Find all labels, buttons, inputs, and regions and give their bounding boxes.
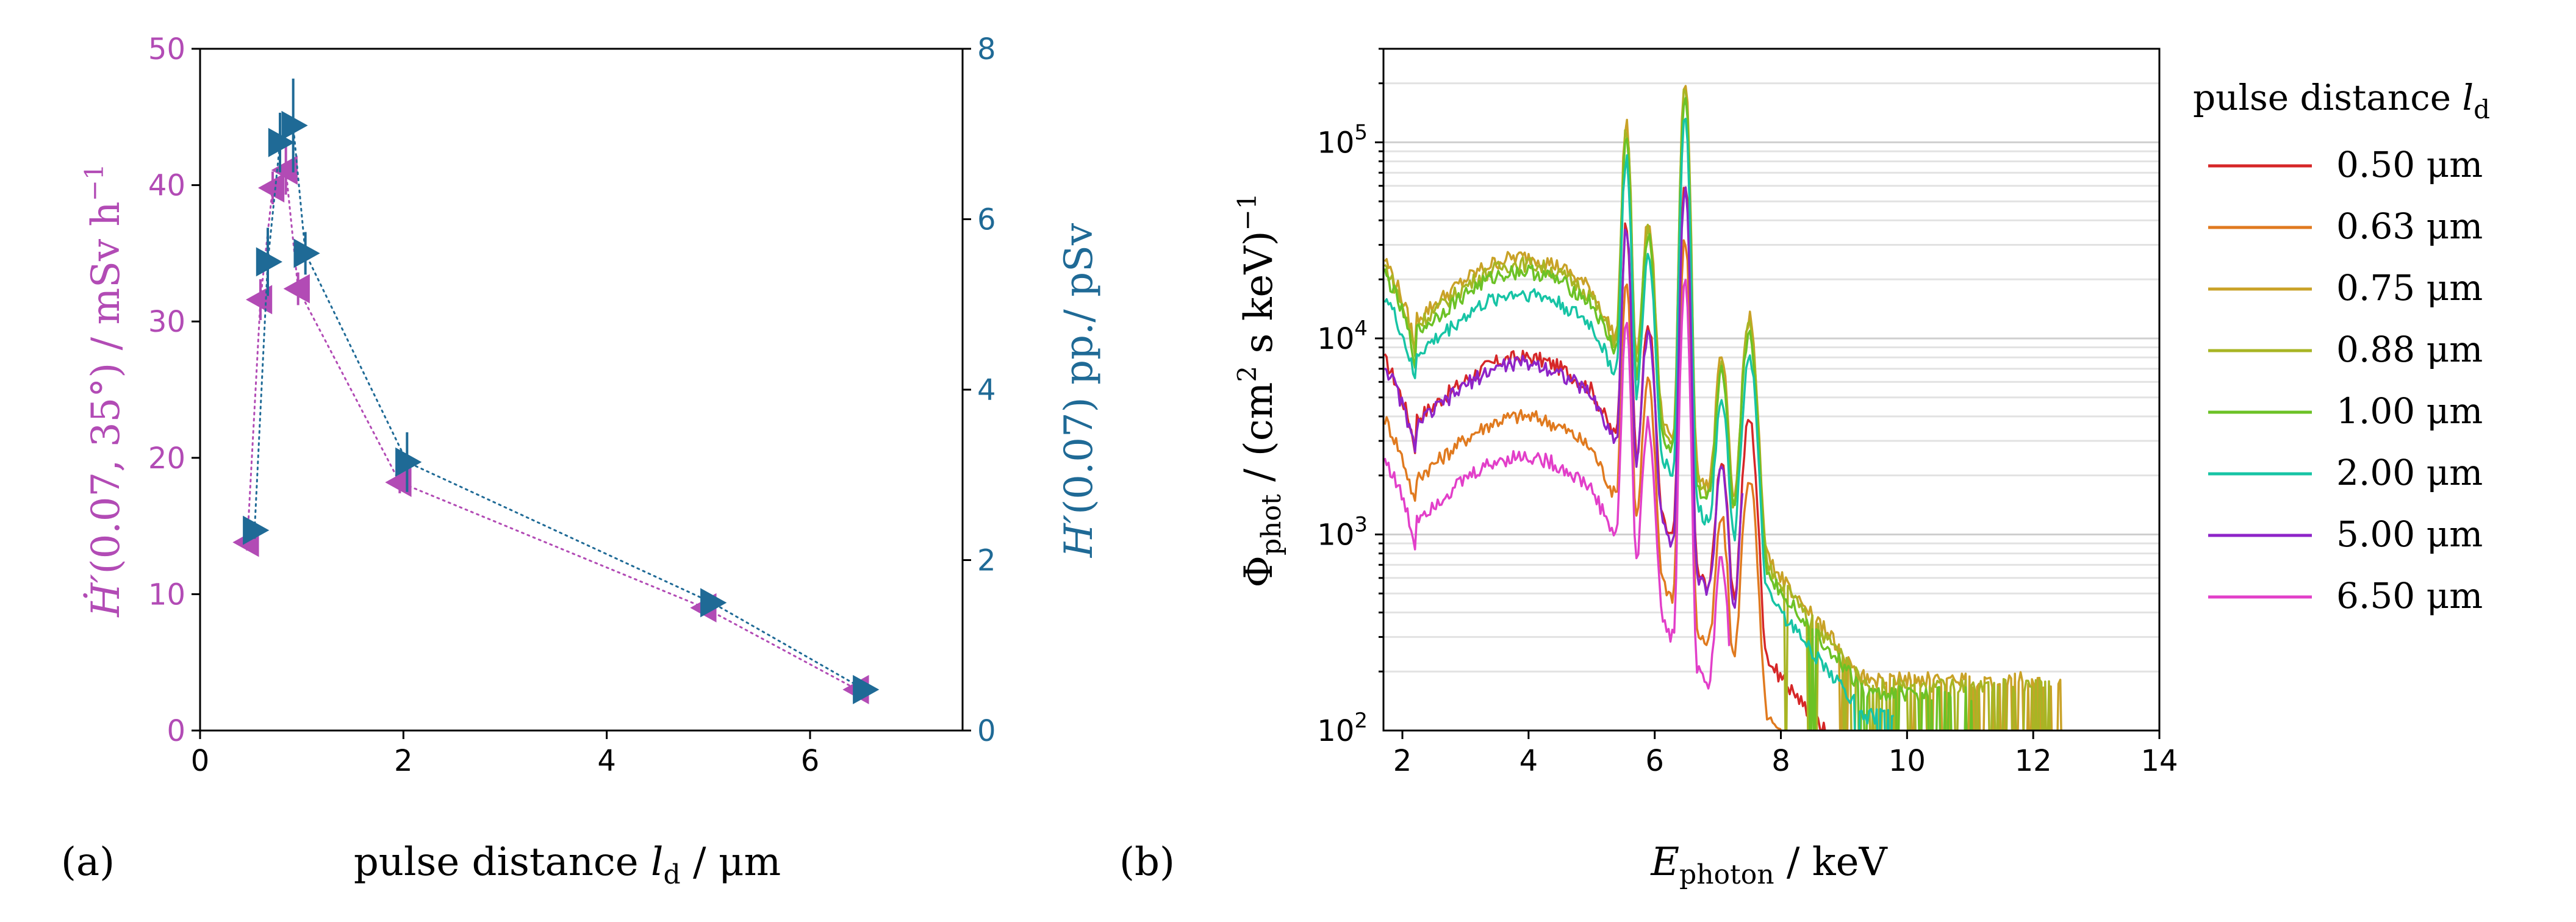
panel-b-y-ticks: 102 103 104 105 — [1317, 48, 1383, 748]
legend-label: 6.50 μm — [2336, 575, 2483, 616]
panel-a-right-tick-label: 0 — [977, 714, 996, 748]
panel-b-series-line — [1383, 118, 1894, 731]
panel-b-y-tick-label: 103 — [1317, 512, 1368, 552]
panel-a-series — [232, 78, 880, 704]
legend-title: pulse distance ld — [2193, 77, 2490, 124]
panel-a-left-ylabel: Ḣ′(0.07, 35°) / mSv h−1 — [79, 163, 129, 617]
panel-a-x-tick-label: 6 — [801, 744, 820, 778]
panel-b-x-ticks: 2 4 6 8 10 12 14 — [1393, 731, 2178, 778]
legend-items: 0.50 μm 0.63 μm 0.75 μm 0.88 μm 1.00 μm 2.00 … — [2208, 144, 2483, 616]
panel-b-x-tick-label: 14 — [2140, 744, 2178, 778]
legend-label: 0.75 μm — [2336, 267, 2483, 309]
panel-a-right-tick-label: 6 — [977, 203, 996, 237]
panel-b-label: (b) — [1119, 840, 1175, 885]
panel-a-data-point — [281, 110, 308, 140]
panel-b-series-line — [1383, 85, 2062, 731]
panel-a-x-ticks: 0 2 4 6 — [191, 731, 820, 778]
panel-a-data-point — [293, 238, 320, 268]
panel-b-x-tick-label: 8 — [1771, 744, 1790, 778]
panel-a-series-line — [246, 168, 858, 691]
panel-a-data-point — [853, 674, 880, 704]
panel-b-x-tick-label: 12 — [2015, 744, 2052, 778]
panel-b-y-tick-label: 104 — [1317, 316, 1368, 356]
panel-b-series-line — [1383, 88, 2051, 731]
panel-a-series-line — [253, 123, 866, 691]
panel-b-series — [1383, 85, 2062, 731]
panel-a-data-point — [271, 155, 298, 185]
panel-a-data-point — [258, 173, 285, 203]
panel-b-series-line — [1383, 279, 1731, 690]
panel-b-x-tick-label: 10 — [1889, 744, 1926, 778]
panel-a-x-tick-label: 4 — [597, 744, 616, 778]
panel-a-left-tick-label: 30 — [148, 305, 185, 339]
panel-b-x-tick-label: 2 — [1393, 744, 1412, 778]
panel-a-data-point — [243, 515, 270, 545]
panel-a-data-point — [385, 468, 412, 498]
legend: pulse distance ld 0.50 μm0.63 μm0.75 μm0… — [2193, 77, 2490, 616]
panel-b-y-tick-label: 105 — [1317, 120, 1368, 160]
panel-a-frame — [199, 48, 964, 732]
legend-label: 0.88 μm — [2336, 329, 2483, 370]
panel-a-data-point — [283, 274, 310, 304]
panel-b-frame — [1382, 48, 2161, 732]
panel-a-right-ticks: 0 2 4 6 8 — [963, 32, 996, 748]
legend-label: 5.00 μm — [2336, 513, 2483, 555]
panel-a-left-tick-label: 40 — [148, 169, 185, 203]
panel-b-series-line — [1383, 186, 1744, 609]
panel-a-left-tick-label: 10 — [148, 577, 185, 612]
panel-a-right-tick-label: 2 — [977, 544, 996, 578]
panel-b-ylabel: Φphot / (cm2 s keV)−1 — [1232, 193, 1287, 588]
panel-a-right-tick-label: 4 — [977, 373, 996, 407]
panel-b-xlabel: Ephoton / keV — [1650, 840, 1888, 890]
panel-a-xlabel: pulse distance ld / μm — [354, 840, 781, 890]
panel-a-right-tick-label: 8 — [977, 32, 996, 66]
panel-a-left-tick-label: 50 — [148, 32, 185, 66]
panel-b-x-tick-label: 4 — [1519, 744, 1538, 778]
panel-a-left-tick-label: 0 — [167, 714, 185, 748]
legend-label: 2.00 μm — [2336, 452, 2483, 493]
panel-b-chart: 2 4 6 8 10 12 14 102 103 104 105 Φphot / (cm2 s k… — [1119, 48, 2490, 890]
panel-a-label: (a) — [61, 840, 115, 885]
panel-a-right-ylabel: H′(0.07) pp./ pSv — [1057, 223, 1102, 558]
legend-label: 1.00 μm — [2336, 390, 2483, 432]
legend-label: 0.63 μm — [2336, 205, 2483, 247]
panel-a-x-tick-label: 2 — [394, 744, 413, 778]
legend-label: 0.50 μm — [2336, 144, 2483, 185]
panel-a-data-point — [256, 247, 282, 277]
panel-a-chart: 0 10 20 30 40 50 0 2 4 6 8 0 2 4 6 Ḣ′(0.07, 35°) / m… — [61, 32, 1102, 890]
panel-b-grid — [1383, 48, 2159, 673]
panel-a-left-tick-label: 20 — [148, 441, 185, 476]
panel-b-y-tick-label: 102 — [1317, 709, 1368, 748]
panel-a-data-point — [700, 588, 727, 618]
panel-a-data-point — [268, 127, 295, 157]
panel-a-x-tick-label: 0 — [191, 744, 210, 778]
panel-b-series-line — [1383, 239, 1782, 731]
panel-b-x-tick-label: 6 — [1645, 744, 1664, 778]
panel-a-left-ticks: 0 10 20 30 40 50 — [148, 32, 200, 748]
panel-a-data-point — [395, 447, 422, 477]
